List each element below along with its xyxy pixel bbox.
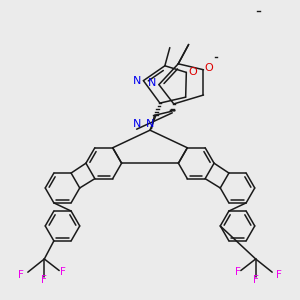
Text: F: F xyxy=(18,271,24,281)
Text: O: O xyxy=(188,68,197,77)
Text: N: N xyxy=(148,78,157,88)
Text: F: F xyxy=(276,271,282,281)
Text: F: F xyxy=(235,267,241,277)
Text: F: F xyxy=(253,275,259,285)
Text: N: N xyxy=(146,119,154,129)
Text: N: N xyxy=(132,119,141,129)
Text: O: O xyxy=(205,63,213,73)
Text: F: F xyxy=(41,275,47,285)
Text: F: F xyxy=(59,267,65,277)
Text: N: N xyxy=(133,76,141,85)
